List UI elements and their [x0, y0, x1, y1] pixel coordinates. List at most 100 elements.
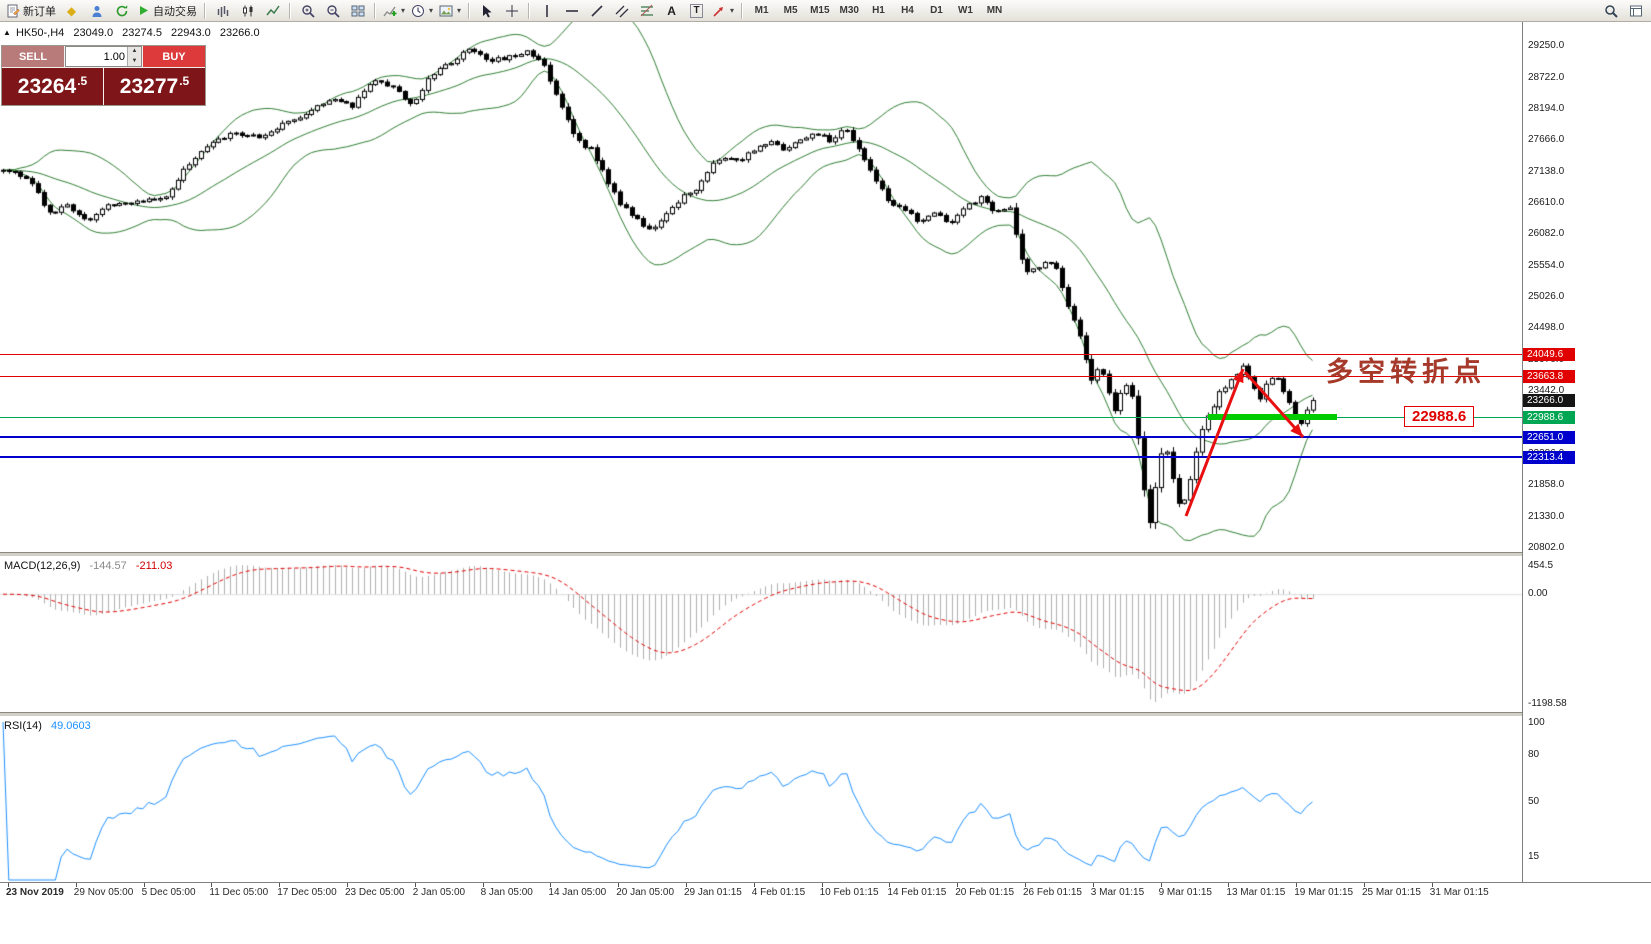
level-line-22313.4[interactable] [0, 456, 1522, 459]
market-watch-button[interactable]: ◆ [59, 0, 84, 21]
template-image-icon [439, 5, 453, 16]
time-tick [1025, 883, 1026, 887]
indicators-button[interactable]: ▾ [380, 0, 408, 21]
zoom-out-icon [326, 4, 340, 18]
timeframe-h1[interactable]: H1 [872, 5, 885, 16]
time-tick [75, 883, 77, 887]
bar-chart-mode-button[interactable] [210, 0, 235, 21]
profiles-button[interactable] [84, 0, 109, 21]
time-tick [347, 883, 348, 887]
channel-tool[interactable] [609, 0, 634, 21]
toolbar-separator [374, 2, 376, 19]
data-window-button[interactable] [1623, 0, 1648, 21]
time-tick [1160, 883, 1162, 887]
time-axis-label: 11 Dec 05:00 [209, 887, 269, 898]
time-axis-label: 25 Mar 01:15 [1362, 887, 1421, 898]
search-button[interactable] [1598, 0, 1623, 21]
chart-annotation-text[interactable]: 多空转折点 [1326, 357, 1486, 387]
level-line-22651.0[interactable] [0, 436, 1522, 439]
time-axis-label: 9 Mar 01:15 [1158, 887, 1212, 898]
time-tick [143, 883, 145, 887]
new-order-button[interactable]: 新订单 [3, 0, 59, 21]
volume-down-button[interactable]: ▼ [128, 56, 141, 66]
time-axis-label: 14 Feb 01:15 [887, 887, 947, 898]
cursor-button[interactable] [474, 0, 499, 21]
price-level-label[interactable]: 22988.6 [1404, 406, 1475, 427]
arrows-tool[interactable]: ▾ [709, 0, 737, 21]
level-line-23663.8[interactable] [0, 376, 1522, 378]
rsi-axis-label: 80 [1528, 748, 1540, 760]
time-tick [211, 883, 213, 887]
panel-separator-rsi[interactable] [0, 712, 1651, 717]
arrow-object-icon [713, 6, 724, 17]
price-chart-canvas[interactable] [0, 22, 1522, 552]
timeframe-m5[interactable]: M5 [783, 5, 798, 16]
macd-canvas[interactable] [0, 557, 1522, 712]
timeframe-d1[interactable]: D1 [930, 5, 943, 16]
sell-price-button[interactable]: 23264 .5 [2, 68, 103, 105]
rsi-canvas[interactable] [0, 717, 1522, 882]
time-tick [414, 883, 416, 887]
cursor-icon [482, 4, 492, 17]
timeframe-m30[interactable]: M30 [839, 5, 859, 16]
rsi-label: RSI(14) [4, 720, 42, 732]
level-line-24049.6[interactable] [0, 353, 1522, 355]
buy-button[interactable]: BUY [143, 46, 205, 67]
periods-button[interactable]: ▾ [408, 0, 436, 21]
timeframe-w1[interactable]: W1 [957, 5, 973, 16]
price-axis-label: 28194.0 [1528, 102, 1565, 114]
autotrading-button[interactable]: 自动交易 [134, 0, 200, 21]
candlestick-mode-button[interactable] [235, 0, 260, 21]
toolbar-separator [204, 2, 206, 19]
trendline-tool[interactable] [584, 0, 609, 21]
one-click-toggle-icon[interactable]: ▲ [3, 28, 11, 37]
price-axis-label: 25026.0 [1528, 291, 1565, 303]
refresh-button[interactable] [109, 0, 134, 21]
timeframe-h4[interactable]: H4 [901, 5, 914, 16]
macd-axis-label: -1198.58 [1528, 698, 1567, 709]
fibonacci-tool[interactable] [634, 0, 659, 21]
time-axis-label: 20 Feb 01:15 [955, 887, 1015, 898]
time-axis-label: 2 Jan 05:00 [412, 887, 466, 898]
time-axis-label: 19 Mar 01:15 [1294, 887, 1354, 898]
templates-button[interactable]: ▾ [436, 0, 464, 21]
timeframe-mn[interactable]: MN [986, 5, 1003, 16]
vertical-line-tool[interactable] [534, 0, 559, 21]
price-tag-22988.6: 22988.6 [1523, 410, 1575, 424]
support-highlight-segment[interactable] [1208, 414, 1337, 421]
rsi-header: RSI(14) 49.0603 [4, 720, 91, 732]
shapes-icon: A [667, 3, 676, 18]
rsi-value: 49.0603 [50, 720, 91, 732]
zoom-in-button[interactable] [295, 0, 320, 21]
horizontal-line-tool[interactable] [559, 0, 584, 21]
buy-price-main: 23277 [119, 74, 179, 98]
time-tick [618, 883, 620, 887]
text-tool[interactable]: T [684, 0, 709, 21]
panel-separator-macd[interactable] [0, 552, 1651, 557]
price-axis-label: 27666.0 [1528, 134, 1565, 146]
time-tick [957, 883, 959, 887]
crosshair-button[interactable] [499, 0, 524, 21]
tile-windows-icon [351, 5, 364, 16]
time-axis[interactable]: 23 Nov 2019 29 Nov 05:00 5 Dec 05:00 11 Dec… [0, 882, 1651, 944]
time-tick [279, 883, 281, 887]
price-axis[interactable]: 20802.021330.021858.022386.022914.023442… [1522, 22, 1651, 882]
autotrading-label: 自动交易 [153, 5, 197, 18]
volume-up-button[interactable]: ▲ [128, 47, 141, 57]
level-line-22988.6[interactable] [0, 416, 1522, 418]
shapes-tool[interactable]: A [659, 0, 684, 21]
volume-input[interactable] [66, 47, 127, 66]
sell-button[interactable]: SELL [2, 46, 64, 67]
buy-price-button[interactable]: 23277 .5 [104, 68, 205, 105]
clock-icon [412, 4, 425, 17]
price-axis-label: 24498.0 [1528, 322, 1565, 334]
price-tag-22651.0: 22651.0 [1523, 430, 1575, 444]
price-axis-label: 29250.0 [1528, 40, 1565, 52]
line-chart-mode-button[interactable] [260, 0, 285, 21]
zoom-out-button[interactable] [320, 0, 345, 21]
price-axis-label: 26082.0 [1528, 228, 1565, 240]
timeframe-m15[interactable]: M15 [810, 5, 830, 16]
tile-windows-button[interactable] [345, 0, 370, 21]
timeframe-m1[interactable]: M1 [754, 5, 769, 16]
fibonacci-icon [640, 4, 653, 16]
